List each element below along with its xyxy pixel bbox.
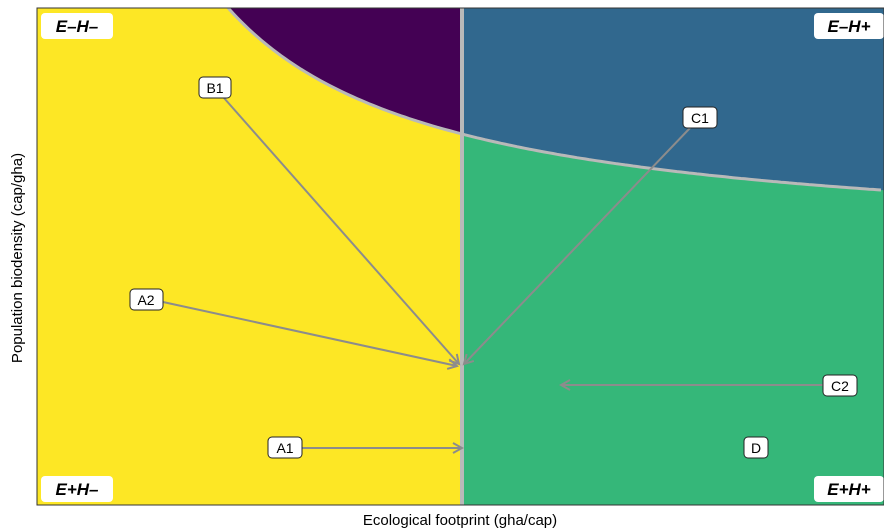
label-c1-text: C1 [691,110,709,126]
label-c2-text: C2 [831,378,849,394]
x-axis-title: Ecological footprint (gha/cap) [363,512,557,529]
label-c2: C2 [822,374,858,397]
corner-top-left-text: E–H– [56,17,99,36]
region-top-left [37,8,462,134]
label-c1: C1 [682,106,718,129]
corner-top-left: E–H– [41,13,113,39]
y-axis-title: Population biodensity (cap/gha) [9,153,26,363]
boundary-curve [226,8,882,192]
label-a2-text: A2 [137,292,154,308]
label-b1-text: B1 [206,80,223,96]
arrow-a2 [162,301,457,366]
label-a2: A2 [129,288,164,311]
plot-area [37,8,884,505]
plot-frame [36,7,884,506]
corner-top-right-text: E–H+ [828,17,871,36]
label-b1: B1 [198,76,232,99]
label-a1-text: A1 [276,440,293,456]
corner-bottom-left-text: E+H– [56,480,100,499]
arrow-b1 [223,97,459,364]
corner-bottom-right: E+H+ [814,476,884,502]
corner-top-right: E–H+ [814,13,884,39]
corner-bottom-right-text: E+H+ [827,480,871,499]
label-a1: A1 [267,436,303,459]
label-d-text: D [751,440,761,456]
corner-bottom-left: E+H– [41,476,113,502]
region-top-right [462,8,884,191]
arrow-c1 [464,127,691,364]
label-d: D [743,436,769,459]
